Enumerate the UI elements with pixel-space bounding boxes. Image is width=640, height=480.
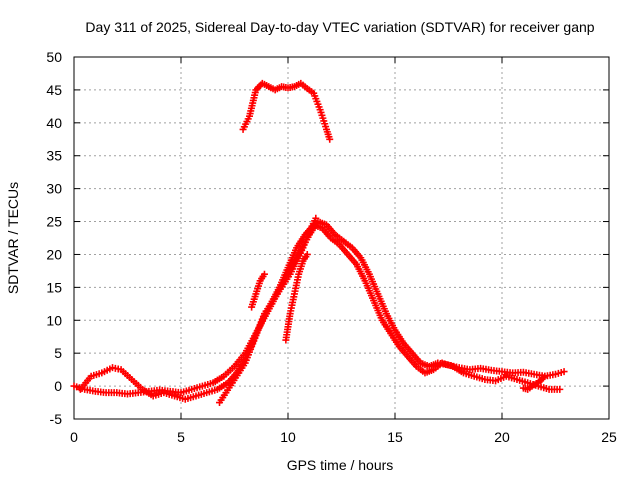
x-tick-label: 15 [387, 429, 403, 445]
data-point [326, 135, 334, 143]
data-point [541, 372, 549, 380]
y-tick-label: 5 [54, 345, 62, 361]
plot-frame [73, 56, 610, 420]
data-point [312, 214, 320, 222]
data-point [556, 385, 564, 393]
series-track-main-b [76, 221, 564, 403]
series-track-high [239, 79, 334, 143]
data-point [260, 270, 268, 278]
y-tick-label: 50 [46, 49, 62, 65]
series-track-main-a [70, 218, 568, 398]
axis-ticks: 0 5 10 15 20 25 -5 0 5 10 15 20 25 30 35 40 45 50 [46, 49, 617, 445]
y-tick-label: 25 [46, 214, 62, 230]
x-tick-label: 10 [280, 429, 296, 445]
y-tick-label: -5 [50, 411, 63, 427]
x-tick-label: 25 [601, 429, 617, 445]
grid-lines [74, 57, 609, 419]
series-spur-d [248, 270, 268, 311]
x-tick-label: 0 [70, 429, 78, 445]
y-tick-label: 45 [46, 82, 62, 98]
data-point [303, 250, 311, 258]
y-tick-label: 35 [46, 148, 62, 164]
series-spur-e [282, 250, 311, 344]
y-tick-label: 15 [46, 279, 62, 295]
y-axis-title: SDTVAR / TECUs [5, 182, 21, 294]
series-spur-f [519, 372, 549, 393]
y-tick-label: 40 [46, 115, 62, 131]
series-track-branch-c [216, 214, 320, 407]
x-tick-label: 20 [494, 429, 510, 445]
y-tick-label: 20 [46, 246, 62, 262]
x-axis-title: GPS time / hours [287, 457, 394, 473]
x-tick-label: 5 [177, 429, 185, 445]
y-tick-label: 10 [46, 312, 62, 328]
chart-title: Day 311 of 2025, Sidereal Day-to-day VTE… [85, 19, 594, 35]
y-tick-label: 0 [54, 378, 62, 394]
y-tick-label: 30 [46, 181, 62, 197]
data-point [560, 368, 568, 376]
data-series [70, 79, 568, 407]
